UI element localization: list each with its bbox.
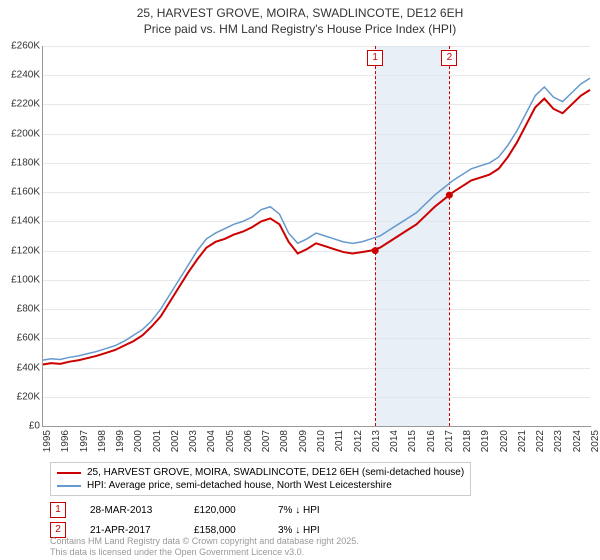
title-block: 25, HARVEST GROVE, MOIRA, SWADLINCOTE, D… <box>0 0 600 37</box>
y-tick-label: £60K <box>0 333 40 344</box>
sale-date: 21-APR-2017 <box>90 525 170 536</box>
legend-row: HPI: Average price, semi-detached house,… <box>57 479 464 492</box>
chart-marker: 1 <box>367 50 383 66</box>
y-tick-label: £260K <box>0 41 40 52</box>
legend: 25, HARVEST GROVE, MOIRA, SWADLINCOTE, D… <box>50 462 471 496</box>
chart-axes <box>42 46 591 427</box>
footer: Contains HM Land Registry data © Crown c… <box>50 536 359 558</box>
legend-swatch <box>57 472 81 474</box>
legend-label: HPI: Average price, semi-detached house,… <box>87 480 392 491</box>
y-tick-label: £140K <box>0 216 40 227</box>
legend-label: 25, HARVEST GROVE, MOIRA, SWADLINCOTE, D… <box>87 467 464 478</box>
sale-price: £120,000 <box>194 505 254 516</box>
y-tick-label: £220K <box>0 99 40 110</box>
sale-price: £158,000 <box>194 525 254 536</box>
chart-marker: 2 <box>441 50 457 66</box>
y-tick-label: £120K <box>0 245 40 256</box>
footer-line2: This data is licensed under the Open Gov… <box>50 547 359 558</box>
sale-diff: 3% ↓ HPI <box>278 525 348 536</box>
y-tick-label: £200K <box>0 128 40 139</box>
y-tick-label: £20K <box>0 391 40 402</box>
legend-row: 25, HARVEST GROVE, MOIRA, SWADLINCOTE, D… <box>57 466 464 479</box>
footer-line1: Contains HM Land Registry data © Crown c… <box>50 536 359 547</box>
sale-row: 1 28-MAR-2013 £120,000 7% ↓ HPI <box>50 500 348 520</box>
sale-marker: 1 <box>50 502 66 518</box>
x-tick-label: 2025 <box>590 430 600 452</box>
y-tick-label: £240K <box>0 70 40 81</box>
y-tick-label: £80K <box>0 304 40 315</box>
sales-table: 128-MAR-2013£120,0007% ↓ HPI221-APR-2017… <box>50 500 348 540</box>
title-line1: 25, HARVEST GROVE, MOIRA, SWADLINCOTE, D… <box>0 6 600 22</box>
y-tick-label: £180K <box>0 157 40 168</box>
title-line2: Price paid vs. HM Land Registry's House … <box>0 22 600 38</box>
sale-diff: 7% ↓ HPI <box>278 505 348 516</box>
y-tick-label: £160K <box>0 187 40 198</box>
y-tick-label: £40K <box>0 362 40 373</box>
y-tick-label: £100K <box>0 274 40 285</box>
y-tick-label: £0 <box>0 421 40 432</box>
sale-date: 28-MAR-2013 <box>90 505 170 516</box>
chart-container: 25, HARVEST GROVE, MOIRA, SWADLINCOTE, D… <box>0 0 600 560</box>
legend-swatch <box>57 485 81 487</box>
